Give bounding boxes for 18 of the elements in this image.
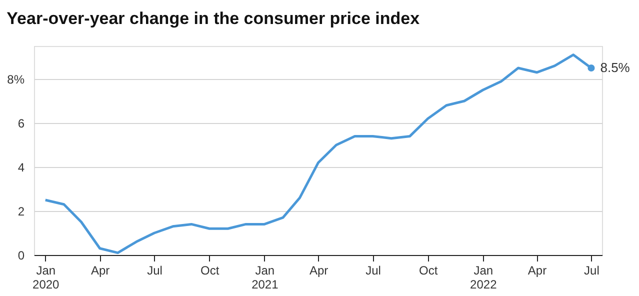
y-tick-label: 0 xyxy=(18,248,25,262)
annotation: 8.5% xyxy=(600,60,630,75)
x-tick-label: Apr xyxy=(309,264,328,278)
x-tick-label: Apr xyxy=(528,264,547,278)
x-tick-label: Oct xyxy=(200,264,220,278)
x-tick-label: Jul xyxy=(366,264,381,278)
x-tick-label: Apr xyxy=(90,264,110,278)
x-tick-label: Jan 2022 xyxy=(470,264,498,292)
x-tick-label: Jan 2021 xyxy=(252,264,279,292)
y-tick-label: 6 xyxy=(18,116,25,130)
x-tick-label: Jul xyxy=(147,264,162,278)
y-tick-label: 8% xyxy=(7,72,25,86)
y-tick-label: 4 xyxy=(18,160,25,174)
x-tick-label: Jan 2020 xyxy=(32,264,60,292)
x-tick-label: Jul xyxy=(584,264,600,278)
chart-title: Year-over-year change in the consumer price index xyxy=(6,9,420,28)
y-tick-label: 2 xyxy=(18,204,25,218)
x-tick-label: Oct xyxy=(418,264,438,278)
